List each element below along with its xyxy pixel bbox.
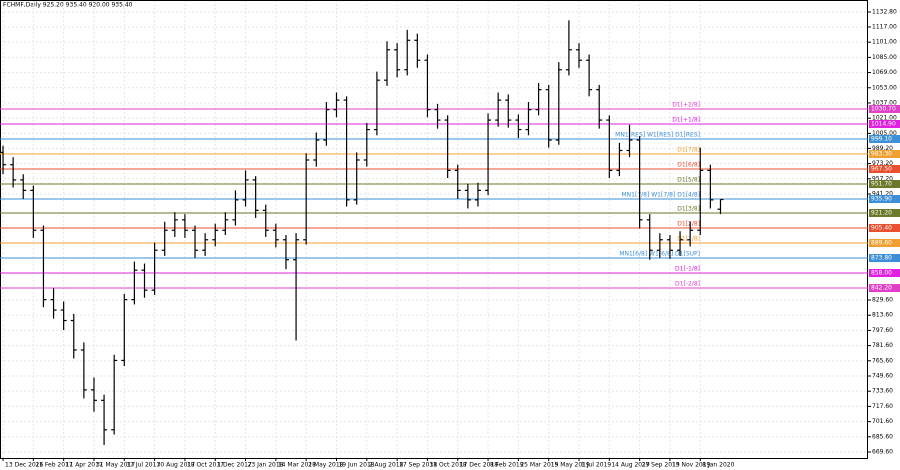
x-tick-label: 17 Dec 2018 xyxy=(460,462,499,469)
level-tag-label: 999.10 xyxy=(871,135,892,142)
level-tag xyxy=(869,119,900,128)
level-tag xyxy=(869,165,900,174)
y-tick-label: 1037.00 xyxy=(872,99,897,106)
level-tag-label: 873.80 xyxy=(871,255,892,262)
x-tick-label: 30 Aug 2017 xyxy=(157,462,196,469)
y-tick-label: 1053.00 xyxy=(872,84,897,91)
x-tick-label: 25 Mar 2019 xyxy=(520,462,558,469)
y-tick-label: 781.60 xyxy=(872,342,893,349)
y-tick-label: 1069.00 xyxy=(872,69,897,76)
y-tick-label: 1132.80 xyxy=(872,8,897,15)
level-tag xyxy=(869,104,900,113)
y-tick-label: 717.60 xyxy=(872,403,893,410)
level-tag-label: 951.70 xyxy=(871,181,892,188)
level-tag xyxy=(869,239,900,248)
chart-title: FCHMF,Daily 925.20 935.40 920.00 935.40 xyxy=(3,2,133,9)
x-tick-label: 11 Apr 2017 xyxy=(66,462,103,469)
y-tick-label: 733.60 xyxy=(872,388,893,395)
level-name: D1[+2/8] xyxy=(672,101,700,108)
y-tick-label: 941.20 xyxy=(872,190,893,197)
x-tick-label: 18 Oct 2017 xyxy=(187,462,224,469)
level-name: D1[7/8] xyxy=(677,146,700,153)
x-tick-label: 1 Dec 2017 xyxy=(217,462,252,469)
level-name: D1[5/8] xyxy=(677,177,700,184)
y-tick-label: 1021.00 xyxy=(872,115,897,122)
x-tick-label: 17 Sep 2018 xyxy=(399,462,437,469)
y-tick-label: 685.60 xyxy=(872,433,893,440)
x-tick-label: 27 Sep 2019 xyxy=(642,462,680,469)
level-tag-label: 921.20 xyxy=(871,209,892,216)
x-tick-label: 2 May 2018 xyxy=(308,462,343,469)
level-name: D1[6/8] xyxy=(677,162,700,169)
level-name: D1[+1/8] xyxy=(672,116,700,123)
x-tick-label: 8 Feb 2019 xyxy=(490,462,524,469)
level-name: D1[2/8] xyxy=(677,221,700,228)
x-tick-label: 21 Feb 2017 xyxy=(35,462,73,469)
level-tag xyxy=(869,284,900,293)
y-tick-label: 1085.00 xyxy=(872,54,897,61)
x-tick-label: 19 Jun 2018 xyxy=(338,462,374,469)
level-name: D1[3/8] xyxy=(677,205,700,212)
x-tick-label: 14 Mar 2018 xyxy=(278,462,316,469)
y-tick-label: 813.60 xyxy=(872,312,893,319)
level-tag xyxy=(869,269,900,278)
level-tag xyxy=(869,149,900,158)
y-tick-label: 765.60 xyxy=(872,357,893,364)
x-tick-label: 2 Aug 2018 xyxy=(369,462,404,469)
level-tag xyxy=(869,224,900,233)
level-tag xyxy=(869,180,900,189)
level-tag-label: 1014.90 xyxy=(871,120,896,127)
y-tick-label: 1101.00 xyxy=(872,39,897,46)
level-tag-label: 889.60 xyxy=(871,240,892,247)
level-tag-label: 842.20 xyxy=(871,285,892,292)
y-tick-label: 797.60 xyxy=(872,327,893,334)
x-tick-label: 23 Jan 2018 xyxy=(248,462,284,469)
x-tick-label: 17 Jul 2017 xyxy=(126,462,160,469)
level-tag-label: 983.30 xyxy=(871,150,892,157)
y-tick-label: 1005.00 xyxy=(872,130,897,137)
level-tag-label: 967.50 xyxy=(871,166,892,173)
y-tick-label: 701.60 xyxy=(872,418,893,425)
level-name: D1[1/8] xyxy=(677,236,700,243)
x-tick-label: 31 Oct 2018 xyxy=(429,462,466,469)
level-tag xyxy=(869,208,900,217)
y-tick-label: 973.20 xyxy=(872,160,893,167)
y-tick-label: 749.60 xyxy=(872,373,893,380)
level-tag-label: 858.00 xyxy=(871,270,892,277)
x-tick-label: 13 Nov 2019 xyxy=(672,462,711,469)
level-name: D1[-2/8] xyxy=(675,281,700,288)
x-tick-label: 1 Jul 2019 xyxy=(581,462,611,469)
y-tick-label: 829.60 xyxy=(872,297,893,304)
y-tick-label: 669.60 xyxy=(872,449,893,456)
level-tag xyxy=(869,254,900,263)
level-tag-label: 905.40 xyxy=(871,225,892,232)
level-name: D1[-1/8] xyxy=(675,266,700,273)
x-tick-label: 8 Jan 2020 xyxy=(702,462,734,469)
x-tick-label: 15 May 2019 xyxy=(551,462,590,469)
x-tick-label: 31 May 2017 xyxy=(96,462,135,469)
plot-frame xyxy=(0,0,868,459)
x-tick-label: 13 Dec 2016 xyxy=(5,462,44,469)
level-tag xyxy=(869,134,900,143)
level-name: MN1[RES] W1[RES] D1[RES] xyxy=(615,131,700,138)
level-tag xyxy=(869,195,900,204)
level-tag-label: 1030.70 xyxy=(871,105,896,112)
y-tick-label: 1117.00 xyxy=(872,23,897,30)
level-name: MN1[7/8] W1[7/8] D1[4/8] xyxy=(622,192,701,199)
level-tag-label: 935.90 xyxy=(871,196,892,203)
y-tick-label: 989.20 xyxy=(872,145,893,152)
y-tick-label: 957.20 xyxy=(872,175,893,182)
x-tick-label: 14 Aug 2019 xyxy=(611,462,650,469)
